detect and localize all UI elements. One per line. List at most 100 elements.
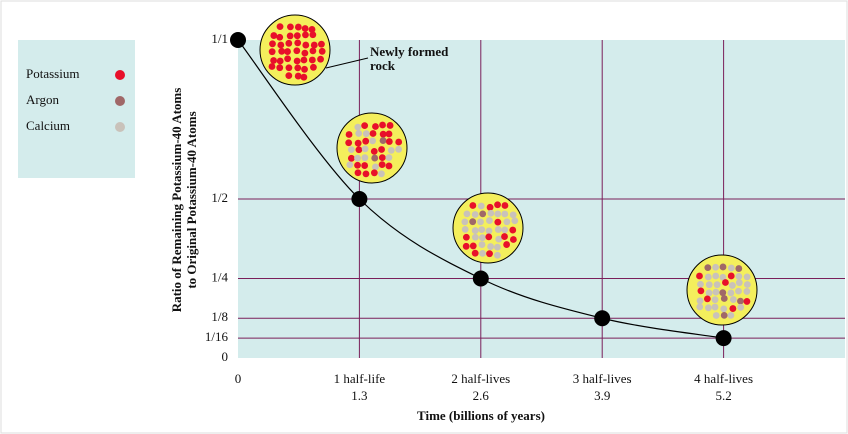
- rock-grain: [287, 33, 294, 40]
- rock-grain: [310, 47, 317, 54]
- rock-grain: [301, 50, 308, 57]
- chart: Time (billions of years) Ratio of Remain…: [0, 0, 848, 434]
- rock-grain: [719, 289, 726, 296]
- rock-grain: [494, 244, 501, 251]
- rock-grain: [317, 56, 324, 63]
- rock-grain: [395, 139, 402, 146]
- rock-grain: [728, 273, 735, 280]
- rock-grain: [469, 202, 476, 209]
- rock-grain: [371, 155, 378, 162]
- rock-grain: [705, 274, 712, 281]
- rock-grain: [295, 73, 302, 80]
- rock-grain: [277, 42, 284, 49]
- rock-grain: [735, 288, 742, 295]
- rock-grain: [494, 210, 501, 217]
- rock-grain: [284, 48, 291, 55]
- rock-grain: [510, 211, 517, 218]
- rock-grain: [387, 122, 394, 129]
- rock-grain: [494, 201, 501, 208]
- rock-grain: [310, 64, 317, 71]
- rock-grain: [386, 131, 393, 138]
- rock-grain: [472, 211, 479, 218]
- x-tick-label: 1 half-life: [334, 371, 386, 386]
- rock-grain: [487, 210, 494, 217]
- rock-grain: [509, 227, 516, 234]
- rock-grain: [712, 273, 719, 280]
- rock-grain: [737, 304, 744, 311]
- rock-grain: [269, 63, 276, 70]
- rock-grain: [370, 130, 377, 137]
- y-tick-label: 1/2: [211, 190, 228, 205]
- rock-grain: [479, 250, 486, 257]
- legend-label: Calcium: [26, 118, 70, 133]
- rock-grain: [378, 146, 385, 153]
- rock-grain: [495, 236, 502, 243]
- rock-grain: [743, 288, 750, 295]
- rock-grain: [462, 226, 469, 233]
- x-tick-label: 3 half-lives: [573, 371, 632, 386]
- rock-grain: [355, 169, 362, 176]
- rock-grain: [270, 32, 277, 39]
- rock-grain: [277, 23, 284, 30]
- rock-grain: [729, 282, 736, 289]
- legend-swatch: [115, 70, 125, 80]
- rock-grain: [461, 218, 468, 225]
- rock-grain: [276, 34, 283, 41]
- rock-grain: [319, 48, 326, 55]
- data-point: [230, 32, 246, 48]
- y-axis-title: Ratio of Remaining Potassium-40 Atoms: [169, 88, 184, 313]
- rock-grain: [720, 264, 727, 271]
- rock-grain: [378, 170, 385, 177]
- rock-sample: [260, 15, 330, 85]
- rock-grain: [728, 290, 735, 297]
- rock-grain: [494, 252, 501, 259]
- legend-label: Argon: [26, 92, 59, 107]
- rock-grain: [503, 241, 510, 248]
- rock-grain: [318, 41, 325, 48]
- rock-grain: [361, 122, 368, 129]
- rock-grain: [503, 218, 510, 225]
- rock-grain: [486, 217, 493, 224]
- legend-label: Potassium: [26, 66, 79, 81]
- y-tick-label: 1/8: [211, 309, 228, 324]
- rock-grain: [270, 57, 277, 64]
- rock-grain: [363, 170, 370, 177]
- rock-grain: [354, 124, 361, 131]
- rock-grain: [386, 154, 393, 161]
- rock-grain: [285, 72, 292, 79]
- rock-grain: [706, 281, 713, 288]
- rock-grain: [713, 312, 720, 319]
- rock-grain: [348, 146, 355, 153]
- rock-grain: [345, 139, 352, 146]
- y-tick-label: 1/16: [205, 329, 229, 344]
- rock-grain: [295, 24, 302, 31]
- rock-grain: [463, 243, 470, 250]
- rock-grain: [501, 233, 508, 240]
- rock-grain: [494, 219, 501, 226]
- x-tick-label: 0: [235, 371, 242, 386]
- rock-grain: [302, 42, 309, 49]
- rock-grain: [356, 146, 363, 153]
- rock-grain: [720, 306, 727, 313]
- rock-grain: [362, 146, 369, 153]
- rock-grain: [712, 304, 719, 311]
- rock-sample: [453, 193, 523, 263]
- rock-grain: [472, 250, 479, 257]
- rock-sample: [337, 113, 407, 183]
- rock-grain: [277, 58, 284, 65]
- annotation: rock: [370, 58, 396, 73]
- legend-swatch: [115, 96, 125, 106]
- rock-grain: [346, 131, 353, 138]
- rock-grain: [696, 273, 703, 280]
- rock-grain: [485, 234, 492, 241]
- rock-grain: [361, 162, 368, 169]
- rock-grain: [495, 226, 502, 233]
- rock-grain: [712, 296, 719, 303]
- rock-grain: [501, 211, 508, 218]
- rock-grain: [510, 236, 517, 243]
- rock-grain: [309, 31, 316, 38]
- legend-box: [18, 40, 135, 178]
- rock-grain: [348, 155, 355, 162]
- rock-grain: [354, 162, 361, 169]
- x-tick-value: 2.6: [473, 388, 490, 403]
